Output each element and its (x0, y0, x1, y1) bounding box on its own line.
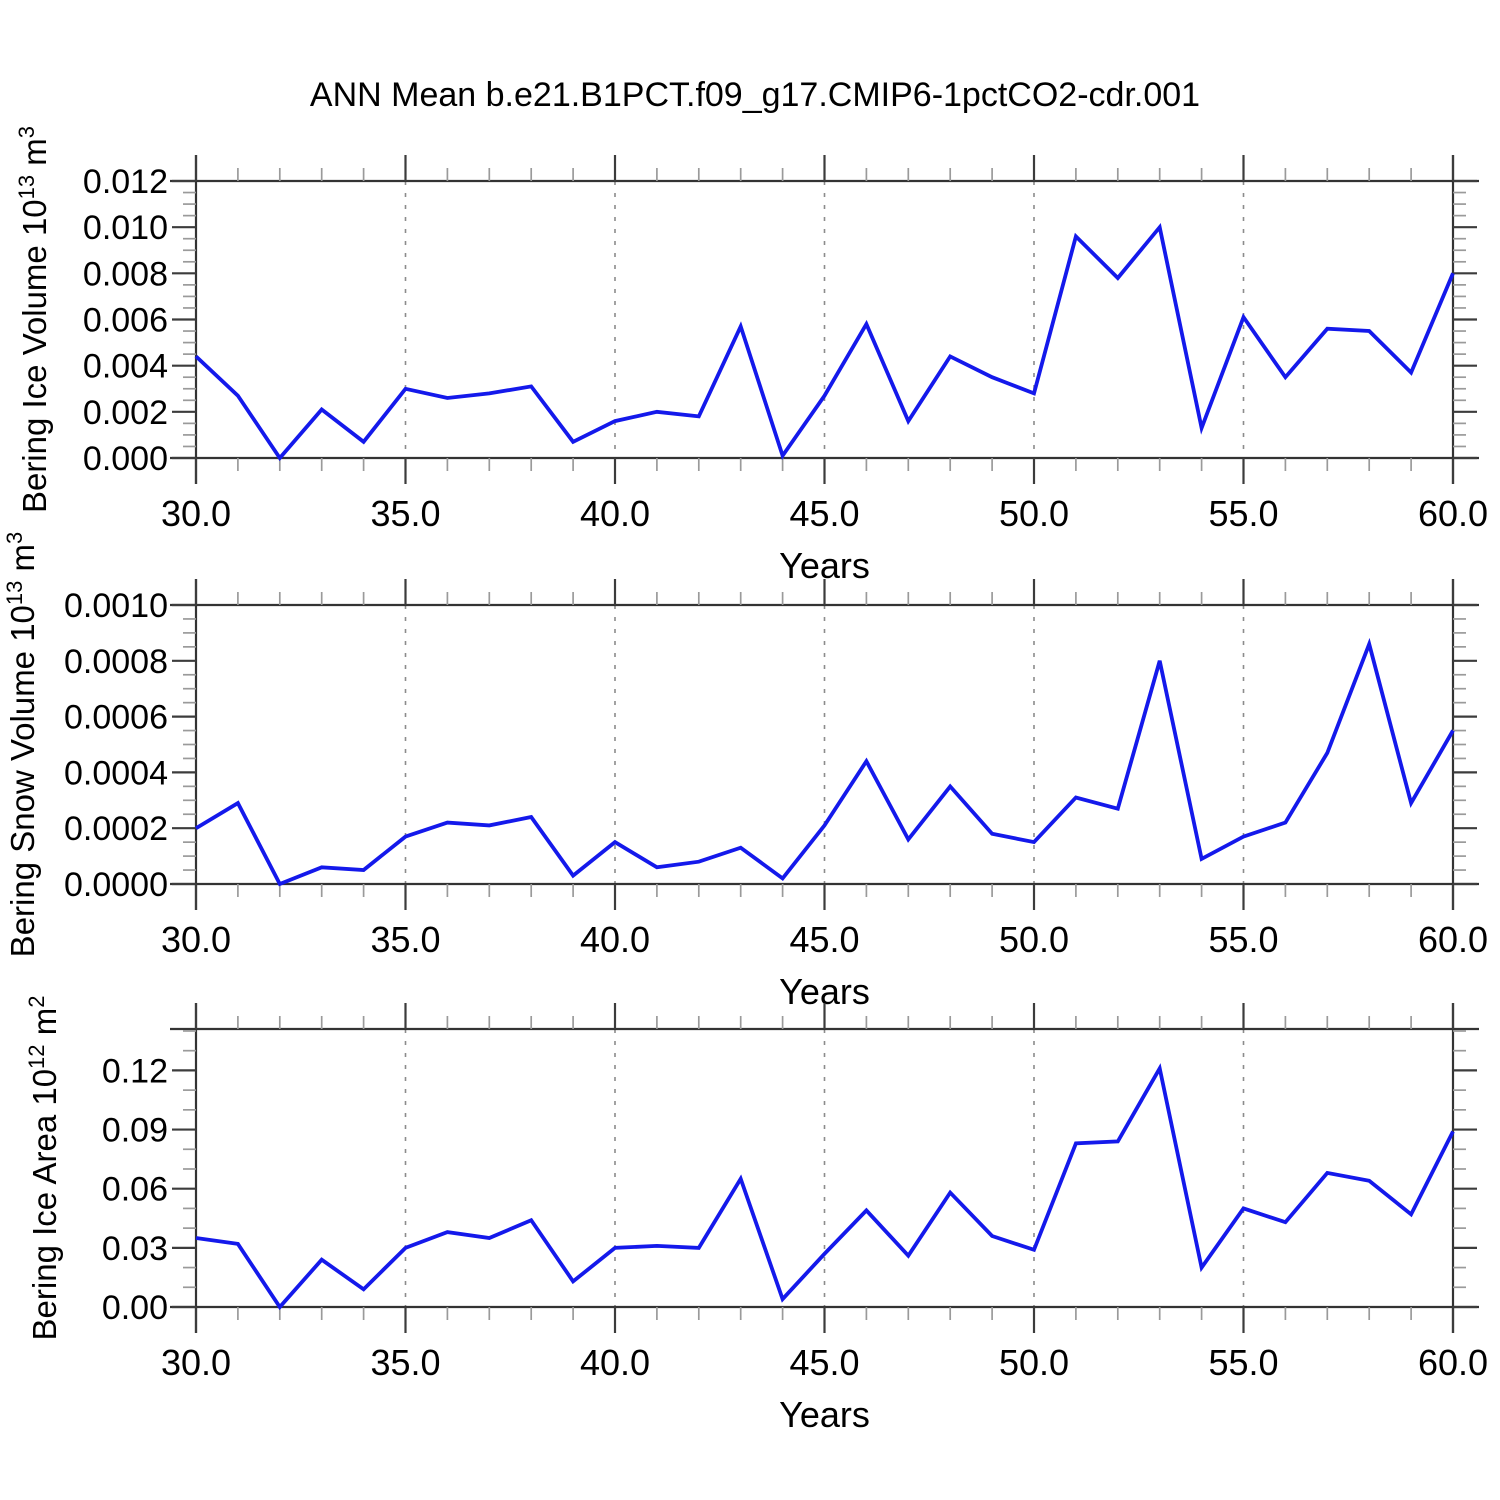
panel-bering-snow-volume: 0.0000 0.0002 0.0004 0.0006 0.0008 0.0010 30.0… (2, 532, 1488, 1012)
x-ticks (194, 155, 1455, 484)
y-tick-label: 0.0002 (64, 810, 168, 848)
x-tick-label: 55.0 (1208, 919, 1278, 960)
x-tick-label: 30.0 (161, 1342, 231, 1383)
x-ticks (194, 579, 1455, 910)
y-tick-label: 0.00 (102, 1289, 168, 1327)
y-tick-label: 0.010 (83, 209, 168, 247)
gridlines (404, 1029, 1245, 1307)
y-tick-label: 0.008 (83, 255, 168, 293)
y-tick-label: 0.002 (83, 394, 168, 432)
y-tick-label: 0.0006 (64, 699, 168, 737)
panel-bering-ice-area: 0.00 0.03 0.06 0.09 0.12 30.0 35.0 40.0 45.0 50.0… (24, 996, 1488, 1435)
x-axis-title: Years (779, 1394, 870, 1435)
y-tick-label: 0.006 (83, 302, 168, 340)
y-tick-label: 0.0010 (64, 587, 168, 625)
x-tick-label: 35.0 (370, 1342, 440, 1383)
x-tick-label: 55.0 (1208, 493, 1278, 534)
y-tick-label: 0.0008 (64, 643, 168, 681)
x-ticks (194, 1003, 1455, 1333)
panel-bering-ice-volume: 0.000 0.002 0.004 0.006 0.008 0.010 0.012 30.0 3… (14, 126, 1488, 586)
x-tick-label: 50.0 (999, 493, 1069, 534)
y-tick-label: 0.0004 (64, 754, 168, 792)
y-ticks (172, 179, 1477, 460)
y-tick-label: 0.12 (102, 1052, 168, 1090)
x-tick-label: 50.0 (999, 1342, 1069, 1383)
x-tick-label: 55.0 (1208, 1342, 1278, 1383)
y-axis-title: Bering Ice Volume 1013 m3 (14, 126, 53, 513)
y-tick-label: 0.004 (83, 348, 168, 386)
y-tick-label: 0.03 (102, 1230, 168, 1268)
x-tick-label: 40.0 (580, 919, 650, 960)
x-tick-label: 45.0 (789, 1342, 859, 1383)
data-line-bering-snow-volume (195, 637, 1455, 887)
x-tick-label: 30.0 (161, 919, 231, 960)
x-tick-label: 50.0 (999, 919, 1069, 960)
x-tick-label: 35.0 (370, 493, 440, 534)
data-line-bering-ice-area (195, 1063, 1455, 1311)
x-tick-label: 60.0 (1418, 1342, 1488, 1383)
x-tick-label: 45.0 (789, 919, 859, 960)
x-tick-label: 45.0 (789, 493, 859, 534)
y-axis-title: Bering Snow Volume 1013 m3 (2, 532, 41, 958)
x-tick-label: 40.0 (580, 1342, 650, 1383)
x-tick-label: 30.0 (161, 493, 231, 534)
x-tick-label: 60.0 (1418, 493, 1488, 534)
gridlines (404, 181, 1245, 458)
y-tick-label: 0.06 (102, 1171, 168, 1209)
y-tick-label: 0.09 (102, 1112, 168, 1150)
x-tick-label: 60.0 (1418, 919, 1488, 960)
y-ticks (172, 603, 1477, 886)
data-line-bering-ice-volume (194, 222, 1455, 462)
y-ticks (172, 1030, 1477, 1309)
x-tick-label: 35.0 (370, 919, 440, 960)
gridlines (404, 605, 1245, 884)
y-axis-title: Bering Ice Area 1012 m2 (24, 996, 63, 1341)
x-tick-label: 40.0 (580, 493, 650, 534)
y-tick-label: 0.012 (83, 163, 168, 201)
chart-title: ANN Mean b.e21.B1PCT.f09_g17.CMIP6-1pctC… (309, 76, 1201, 114)
y-tick-label: 0.000 (83, 440, 168, 478)
y-tick-label: 0.0000 (64, 866, 168, 904)
